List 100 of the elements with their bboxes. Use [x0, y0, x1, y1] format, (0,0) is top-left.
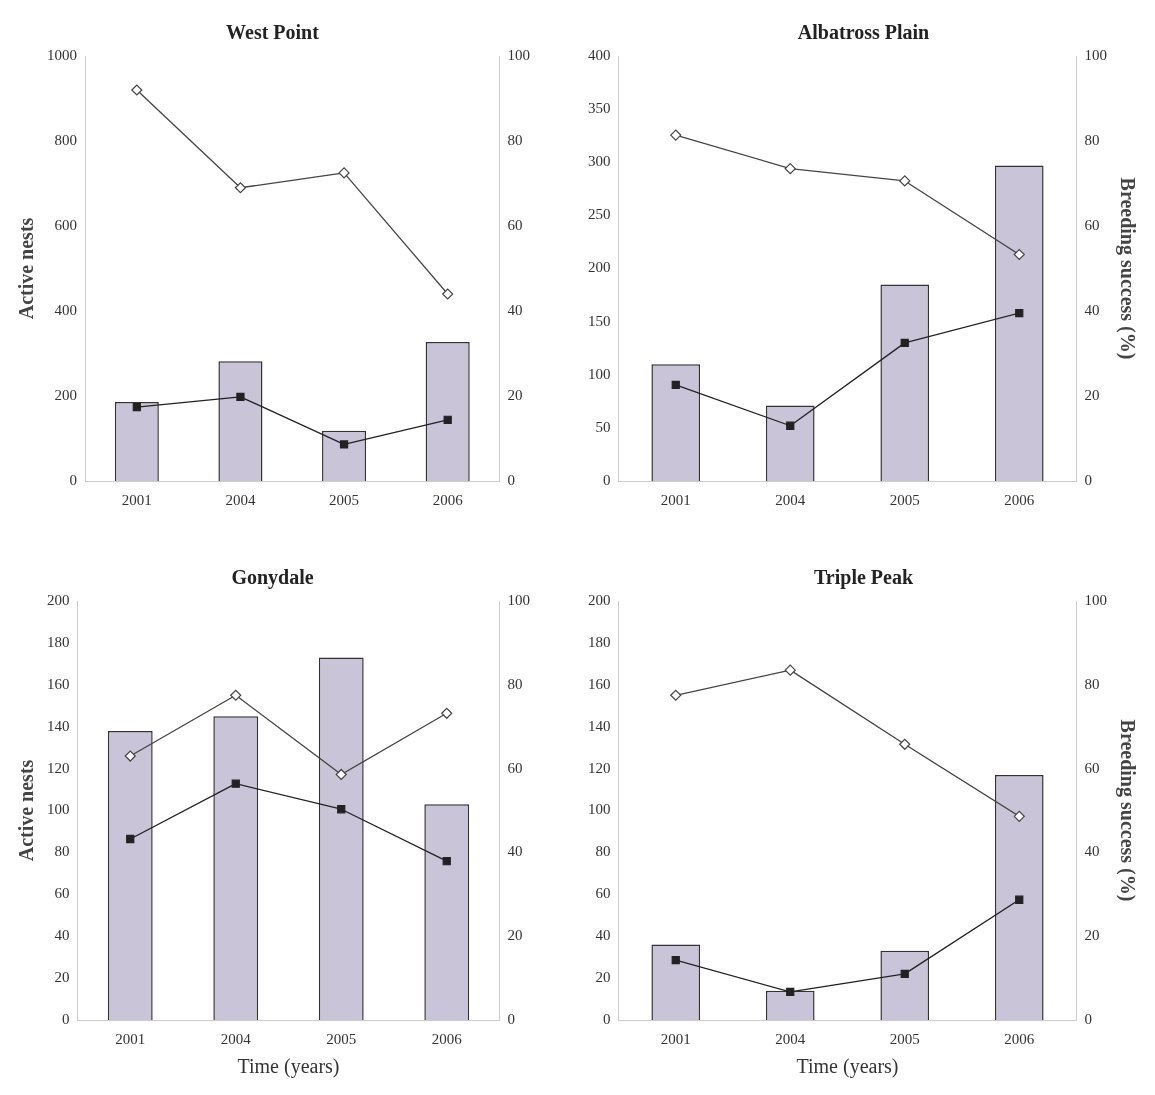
point: [236, 392, 245, 401]
y2-tick-label: 20: [1084, 927, 1100, 944]
y2-tick-label: 60: [1084, 216, 1100, 233]
chart-title: West Point: [226, 21, 320, 44]
point: [231, 779, 240, 788]
y-tick-label: 350: [588, 100, 611, 117]
y-tick-label: 80: [595, 843, 611, 860]
point: [131, 84, 143, 96]
y-tick-label: 180: [588, 633, 611, 650]
x-axis-title: Time (years): [796, 1055, 899, 1079]
y2-tick-label: 40: [1084, 843, 1100, 860]
y2-tick-label: 80: [507, 131, 523, 148]
y2-axis-title: Breeding success (%): [1115, 177, 1139, 360]
point: [230, 689, 242, 701]
y2-tick-label: 80: [507, 675, 523, 692]
y-tick-label: 120: [47, 759, 70, 776]
point: [337, 805, 346, 814]
y-axis-title: Active nests: [15, 759, 38, 862]
y2-tick-label: 20: [507, 927, 523, 944]
y2-tick-label: 60: [1084, 759, 1100, 776]
y2-axis-title: Breeding success (%): [1115, 719, 1139, 902]
point: [335, 768, 347, 781]
x-tick-label: 2006: [1004, 1030, 1035, 1047]
point: [441, 707, 453, 719]
y-tick-label: 100: [588, 801, 611, 818]
point: [442, 288, 454, 300]
y-tick-label: 140: [47, 717, 70, 734]
y-tick-label: 1000: [47, 46, 77, 63]
x-tick-label: 2004: [225, 491, 256, 508]
y-tick-label: 60: [595, 885, 611, 902]
y-tick-label: 80: [54, 843, 70, 860]
y2-tick-label: 100: [1084, 591, 1107, 608]
y2-tick-label: 20: [507, 386, 523, 403]
y-tick-label: 100: [47, 801, 70, 818]
y2-tick-label: 0: [1084, 471, 1092, 488]
point: [1013, 810, 1025, 822]
point: [671, 380, 680, 390]
point: [126, 834, 135, 844]
point: [124, 750, 136, 762]
point: [339, 440, 349, 449]
x-tick-label: 2004: [775, 491, 806, 508]
point: [443, 415, 452, 424]
y2-tick-label: 100: [1084, 46, 1107, 63]
point: [1013, 248, 1025, 261]
point: [338, 167, 350, 179]
x-tick-label: 2005: [326, 1030, 357, 1047]
x-tick-label: 2001: [115, 1030, 146, 1047]
y-tick-label: 300: [588, 153, 611, 170]
y-tick-label: 120: [588, 759, 611, 776]
y-tick-label: 100: [588, 365, 611, 382]
y2-tick-label: 80: [1084, 131, 1100, 148]
y-axis-title: Active nests: [15, 217, 38, 320]
y-tick-label: 0: [603, 471, 611, 488]
y-tick-label: 0: [603, 1010, 611, 1027]
x-tick-label: 2005: [889, 1030, 920, 1047]
y2-tick-label: 0: [507, 1010, 515, 1027]
y-tick-label: 150: [588, 312, 611, 329]
y-tick-label: 400: [588, 46, 611, 63]
point: [784, 664, 796, 676]
x-tick-label: 2004: [775, 1030, 806, 1047]
y-tick-label: 160: [588, 675, 611, 692]
y-tick-label: 60: [54, 885, 70, 902]
y-tick-label: 200: [588, 591, 611, 608]
y-tick-label: 0: [62, 1010, 70, 1027]
x-tick-label: 2001: [660, 491, 691, 508]
x-tick-label: 2005: [329, 491, 360, 508]
y-tick-label: 50: [595, 418, 611, 435]
chart-title: Triple Peak: [813, 566, 914, 590]
y2-tick-label: 0: [1084, 1010, 1092, 1027]
chart-title: Gonydale: [231, 566, 314, 590]
y2-tick-label: 40: [1084, 301, 1100, 318]
y-tick-label: 200: [47, 591, 70, 608]
x-tick-label: 2001: [121, 491, 152, 508]
x-tick-label: 2004: [220, 1030, 252, 1047]
y2-tick-label: 40: [507, 301, 523, 318]
y-tick-label: 800: [54, 131, 77, 148]
point: [899, 175, 911, 187]
y-tick-label: 0: [69, 471, 77, 488]
point: [899, 738, 911, 750]
y-tick-label: 140: [588, 717, 611, 734]
point: [900, 969, 909, 979]
point: [1015, 308, 1024, 318]
y2-tick-label: 60: [507, 759, 523, 776]
y-tick-label: 200: [54, 386, 77, 403]
y-tick-label: 40: [595, 927, 611, 944]
y-tick-label: 400: [54, 301, 77, 318]
point: [234, 182, 247, 194]
x-axis-title: Time (years): [237, 1055, 340, 1079]
y2-tick-label: 60: [507, 216, 523, 233]
x-tick-label: 2006: [431, 1030, 463, 1047]
y2-tick-label: 100: [507, 591, 530, 608]
point: [132, 402, 141, 412]
x-tick-label: 2006: [432, 491, 464, 508]
y2-tick-label: 0: [507, 471, 515, 488]
x-tick-label: 2005: [889, 491, 920, 508]
y-tick-label: 20: [595, 969, 611, 986]
y-tick-label: 160: [47, 675, 70, 692]
point: [670, 689, 682, 701]
point: [671, 955, 680, 965]
y2-tick-label: 20: [1084, 386, 1100, 403]
